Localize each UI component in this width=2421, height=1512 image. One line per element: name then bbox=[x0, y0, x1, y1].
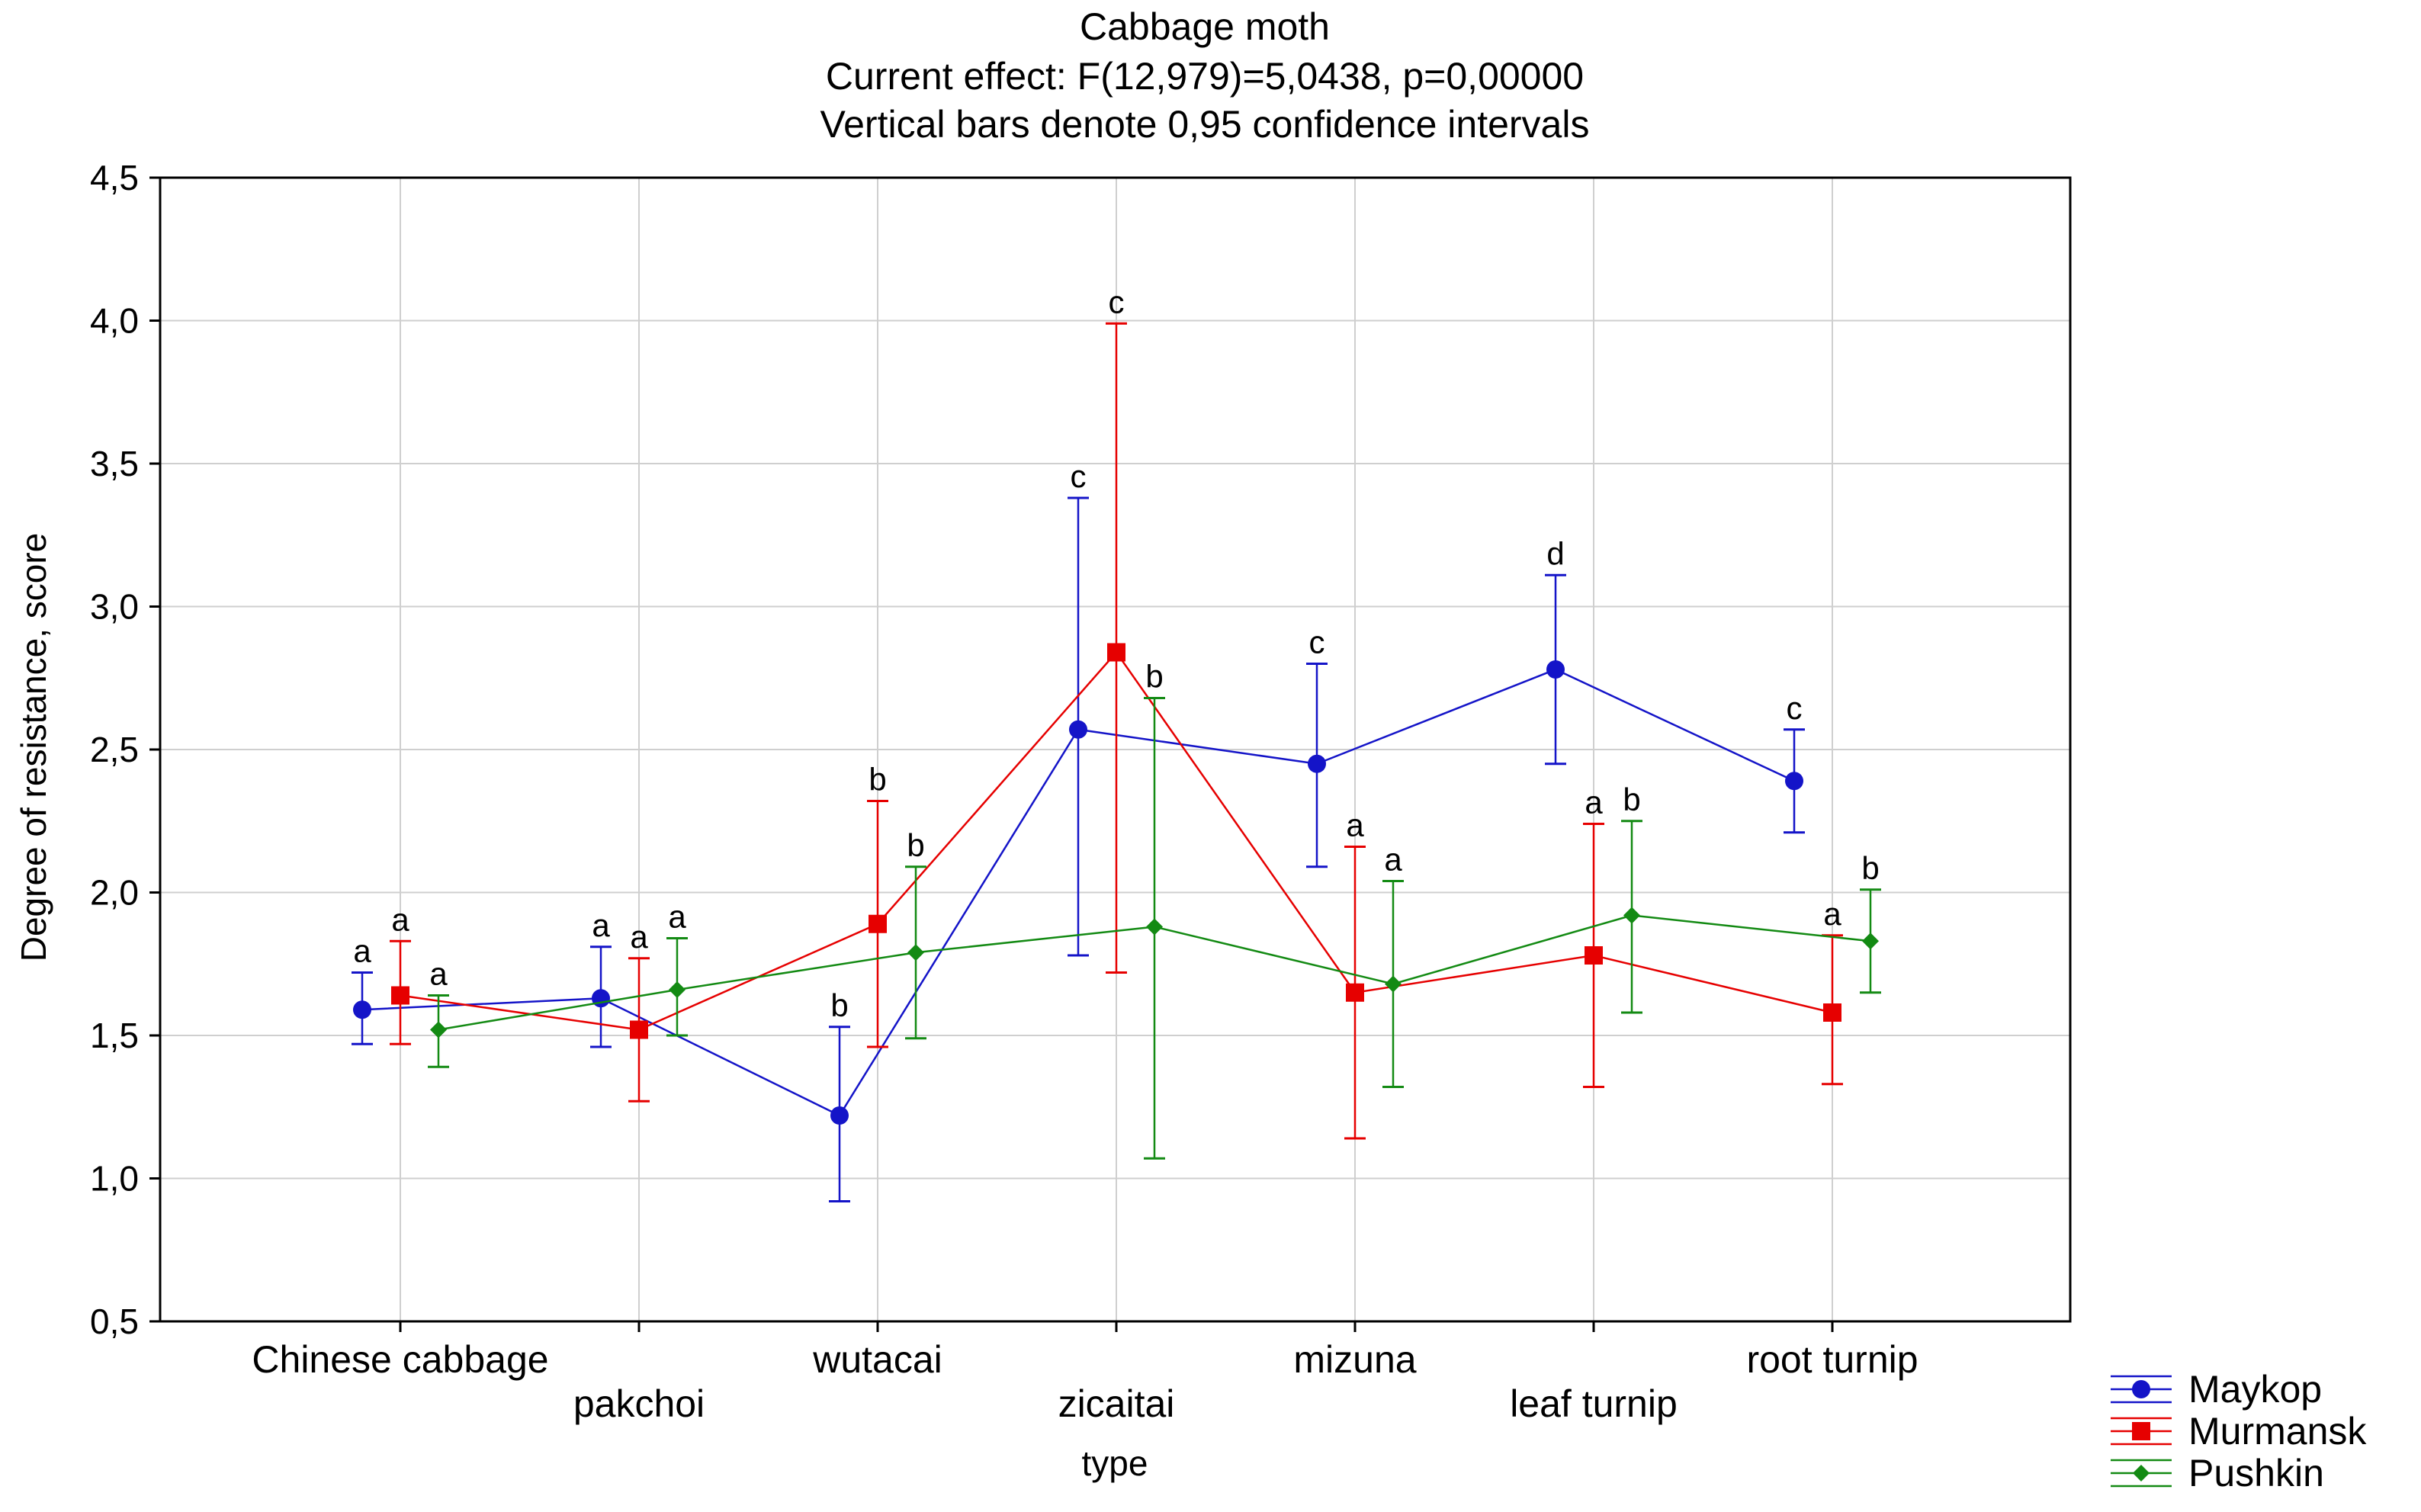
data-point bbox=[1069, 720, 1087, 739]
y-tick-label: 3,5 bbox=[90, 444, 139, 483]
y-tick-label: 2,5 bbox=[90, 730, 139, 769]
data-point bbox=[1585, 946, 1603, 965]
x-category-label: leaf turnip bbox=[1510, 1382, 1678, 1425]
x-category-label: root turnip bbox=[1746, 1338, 1918, 1381]
significance-letter: a bbox=[630, 919, 648, 955]
data-point bbox=[869, 914, 887, 933]
data-point bbox=[630, 1020, 648, 1039]
legend-item-pushkin: Pushkin bbox=[2111, 1452, 2324, 1494]
legend-label: Pushkin bbox=[2188, 1452, 2324, 1494]
chart-title-line-1: Cabbage moth bbox=[1080, 5, 1330, 48]
y-axis-title: Degree of resistance, score bbox=[14, 533, 53, 962]
significance-letter: b bbox=[869, 762, 886, 798]
data-point bbox=[353, 1000, 371, 1019]
data-point bbox=[830, 1106, 849, 1125]
significance-letter: c bbox=[1071, 458, 1087, 494]
grid-layer bbox=[160, 178, 2070, 1321]
data-point bbox=[2132, 1422, 2150, 1440]
data-point bbox=[1546, 660, 1565, 679]
x-category-label: wutacai bbox=[812, 1338, 942, 1381]
significance-letter: c bbox=[1109, 284, 1125, 319]
significance-letter: a bbox=[668, 899, 686, 935]
legend-item-murmansk: Murmansk bbox=[2111, 1410, 2367, 1453]
y-tick-label: 1,5 bbox=[90, 1016, 139, 1055]
significance-letter: d bbox=[1546, 535, 1564, 571]
data-point bbox=[1107, 643, 1125, 662]
data-point bbox=[1623, 907, 1640, 924]
y-tick-label: 1,0 bbox=[90, 1159, 139, 1199]
significance-letter: a bbox=[353, 933, 371, 969]
significance-letter: b bbox=[1145, 659, 1163, 695]
y-tick-label: 3,0 bbox=[90, 587, 139, 627]
data-point bbox=[1346, 983, 1364, 1002]
y-tick-label: 4,0 bbox=[90, 301, 139, 341]
data-point bbox=[669, 981, 686, 998]
chart-title-line-3: Vertical bars denote 0,95 confidence int… bbox=[820, 103, 1590, 146]
significance-letter: a bbox=[1823, 896, 1841, 932]
data-point bbox=[907, 944, 924, 961]
data-point bbox=[1146, 918, 1163, 936]
data-point bbox=[391, 986, 409, 1005]
data-point bbox=[2132, 1380, 2150, 1398]
significance-letter: b bbox=[830, 987, 848, 1023]
y-axis-ticks: 0,5 1,0 1,5 2,0 2,5 3,0 3,5 4,0 4,5 bbox=[90, 158, 160, 1341]
legend-label: Maykop bbox=[2188, 1368, 2322, 1411]
significance-letter: a bbox=[391, 901, 409, 937]
data-point bbox=[1308, 754, 1326, 773]
x-category-label: mizuna bbox=[1293, 1338, 1416, 1381]
data-point bbox=[1823, 1003, 1841, 1022]
chart-title-line-2: Current effect: F(12,979)=5,0438, p=0,00… bbox=[826, 55, 1584, 98]
data-point bbox=[1385, 975, 1402, 993]
significance-letter: b bbox=[1861, 850, 1879, 886]
significance-letter: a bbox=[429, 956, 448, 992]
y-tick-label: 0,5 bbox=[90, 1302, 139, 1341]
x-axis-title: type bbox=[1082, 1443, 1148, 1483]
significance-letter: a bbox=[1346, 807, 1364, 843]
significance-letter: a bbox=[592, 907, 610, 943]
legend-item-maykop: Maykop bbox=[2111, 1368, 2322, 1411]
significance-letter: c bbox=[1787, 690, 1803, 726]
significance-letter: b bbox=[907, 827, 924, 863]
data-point bbox=[1785, 772, 1803, 791]
significance-letter: b bbox=[1623, 782, 1640, 817]
y-tick-label: 4,5 bbox=[90, 158, 139, 197]
data-point bbox=[1862, 933, 1879, 950]
chart-title: Cabbage moth Current effect: F(12,979)=5… bbox=[820, 5, 1590, 146]
legend-label: Murmansk bbox=[2188, 1410, 2367, 1453]
x-axis-categories: Chinese cabbage pakchoi wutacai zicaitai miz… bbox=[252, 1321, 1918, 1425]
x-category-label: Chinese cabbage bbox=[252, 1338, 548, 1381]
x-category-label: pakchoi bbox=[573, 1382, 705, 1425]
significance-letter: c bbox=[1309, 624, 1325, 660]
significance-letter: a bbox=[1585, 785, 1603, 820]
data-point bbox=[430, 1021, 447, 1038]
y-tick-label: 2,0 bbox=[90, 873, 139, 913]
data-point bbox=[2133, 1465, 2150, 1482]
data-point bbox=[592, 989, 610, 1008]
x-category-label: zicaitai bbox=[1058, 1382, 1175, 1425]
significance-letter: a bbox=[1384, 842, 1402, 878]
